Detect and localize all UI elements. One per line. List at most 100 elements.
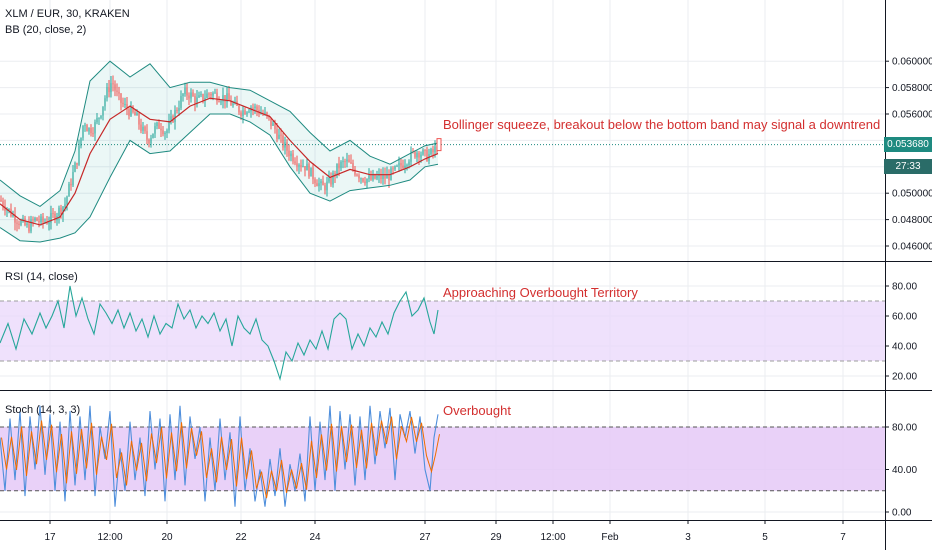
price-legend-symbol: XLM / EUR, 30, KRAKEN [5,8,130,20]
candle-body [30,219,32,232]
candle-body [106,87,108,99]
candle-body [42,216,44,222]
candle-body [328,177,330,182]
x-tick-label: 29 [490,532,502,543]
candle-body [416,152,418,158]
candle-body [0,199,2,202]
candle-body [410,150,412,162]
candle-body [232,103,234,106]
y-tick-label: 0.050000 [892,189,932,200]
candle-body [176,110,178,112]
candle-body [300,165,302,167]
candle-body [174,110,176,122]
candle-body [296,163,298,167]
candle-body [144,126,146,132]
candle-body [102,106,104,116]
candle-body [178,107,180,111]
candle-body [166,130,168,134]
bollinger-fill [0,61,438,243]
candle-body [120,93,122,103]
candle-body [204,97,206,101]
candle-body [164,133,166,135]
candle-body [358,175,360,179]
candle-body [240,112,242,116]
candle-body [384,174,386,179]
candle-body [180,96,182,108]
x-tick-label: 22 [235,532,247,543]
candle-body [224,95,226,102]
candle-body [68,183,70,197]
candle-body [422,149,424,155]
candle-body [374,174,376,179]
candle-body [94,122,96,134]
x-tick-label: 12:00 [97,532,122,543]
candle-body [362,178,364,182]
candle-body [312,167,314,180]
x-tick-label: 12:00 [540,532,565,543]
rsi-annotation: Approaching Overbought Territory [443,285,638,300]
candle-body [86,125,88,132]
candle-body [36,217,38,221]
candle-body [386,174,388,179]
candle-body [156,122,158,127]
candle-body [426,149,428,161]
stoch-annotation: Overbought [443,403,511,418]
price-legend-bb: BB (20, close, 2) [5,24,87,36]
candle-body [408,161,410,166]
candle-body [80,137,82,147]
candle-body [40,216,42,223]
candle-body [398,163,400,166]
candle-body [38,220,40,223]
candle-body [50,213,52,223]
candle-body [70,183,72,186]
y-tick-label: 60.00 [892,312,917,323]
candle-body [270,117,272,126]
candle-body [24,218,26,225]
candle-body [4,206,6,211]
candle-body [350,162,352,164]
candle-body [306,163,308,171]
candle-body [322,181,324,186]
tick-labels: 17 12:00 20 22 24 27 29 12:00 Feb 3 5 7 0.046000 0.04… [44,57,932,543]
candle-body [376,176,378,179]
y-tick-label: 0.046000 [892,242,932,253]
candle-body [298,165,300,167]
stoch-d-line [1,416,440,499]
candle-body [420,154,422,158]
candle-body [84,125,86,127]
candle-body [346,159,348,162]
candle-body [356,174,358,176]
candle-body [60,207,62,215]
rsi-band-fill [0,301,885,361]
candle-body [318,183,320,187]
y-tick-label: 0.058000 [892,83,932,94]
candle-body [276,129,278,139]
candle-body [222,95,224,102]
candle-body [140,124,142,131]
y-tick-label: 80.00 [892,282,917,293]
candle-body [66,196,68,205]
y-tick-label: 40.00 [892,465,917,476]
candle-body [34,217,36,221]
candle-body [344,161,346,163]
candle-body [130,106,132,116]
candle-body [200,93,202,96]
candle-body [402,165,404,168]
candle-body [394,166,396,170]
stoch-k-line [0,405,439,507]
candle-body [226,93,228,102]
candle-body [78,146,80,165]
candle-body [150,138,152,144]
candle-body [136,113,138,116]
candle-body [142,126,144,131]
candle-body [360,178,362,180]
candle-body [16,222,18,224]
candle-body [274,123,276,130]
candle-body [338,163,340,169]
candle-body [392,168,394,170]
candle-body [124,103,126,105]
bb-basis-line [0,97,439,226]
candle-body [252,107,254,109]
candle-body [190,92,192,99]
